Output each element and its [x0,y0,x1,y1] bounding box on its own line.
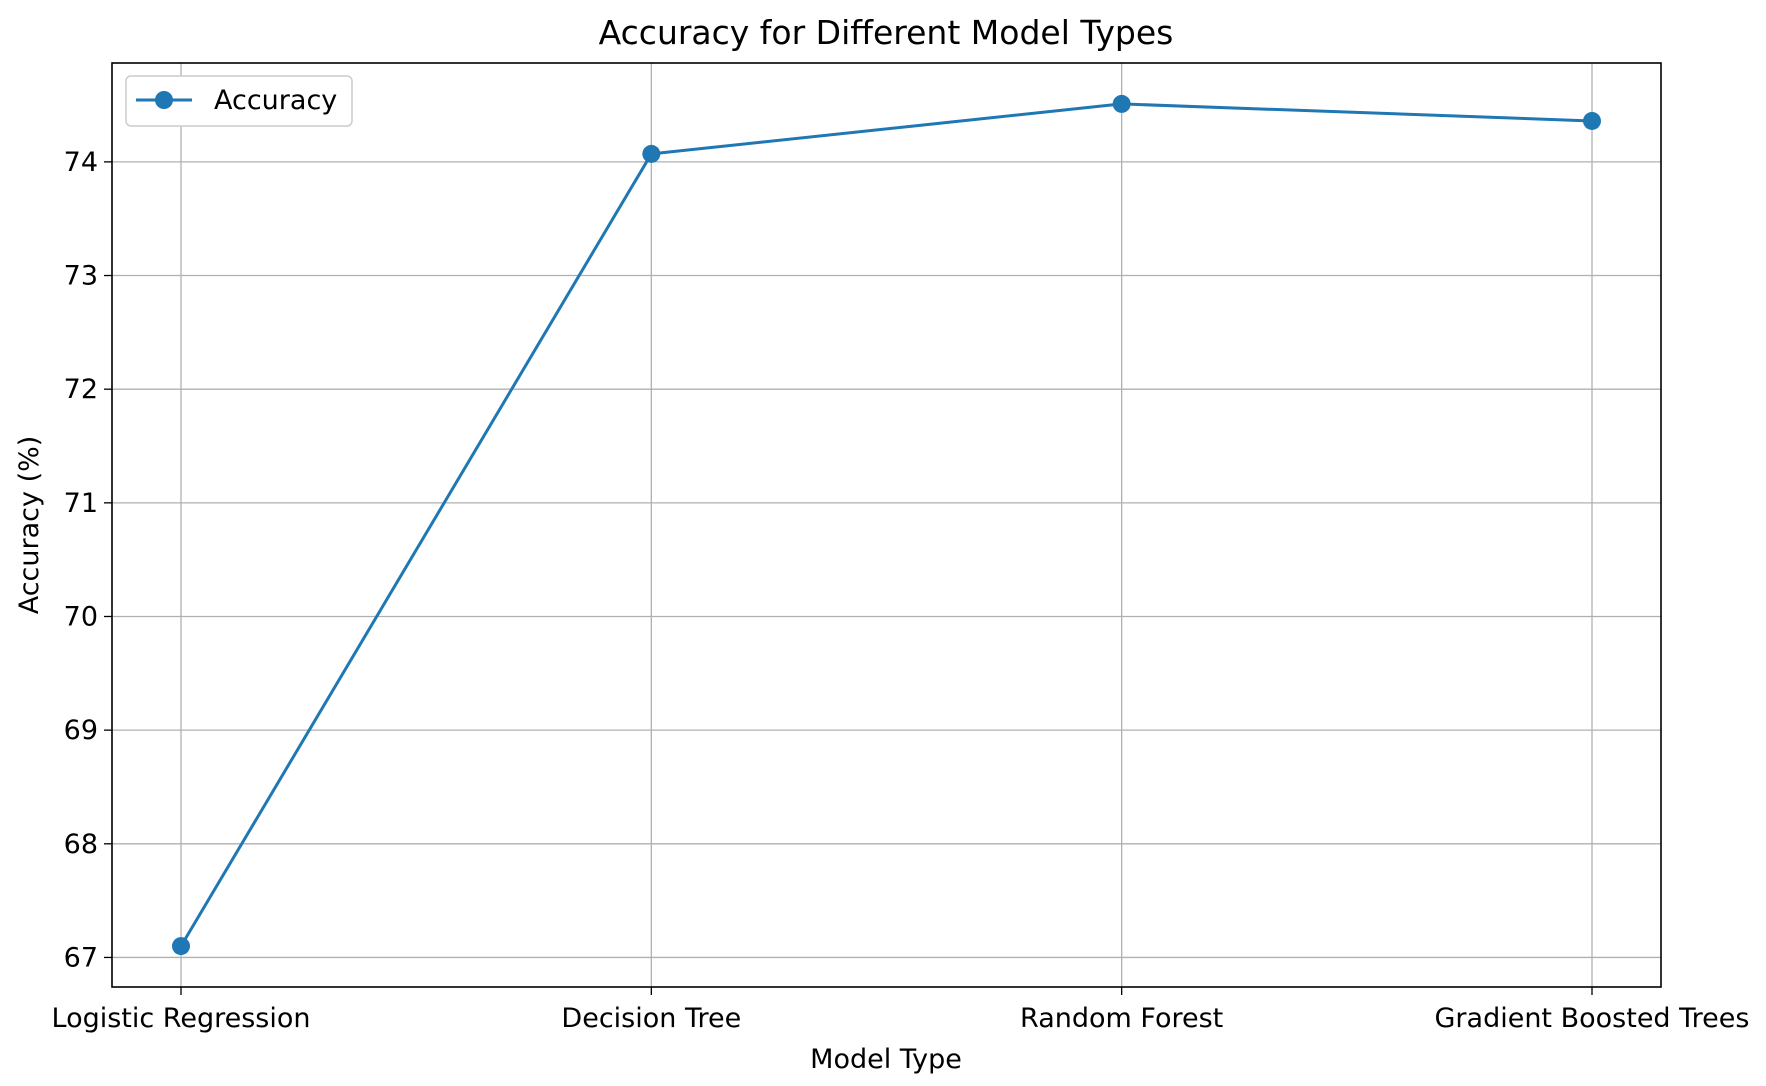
y-tick-label: 73 [64,261,98,292]
data-point-marker [1112,94,1131,113]
x-tick-label: Decision Tree [561,1003,741,1034]
grid-lines [112,63,1661,987]
y-tick-label: 74 [64,147,98,178]
y-tick-label: 69 [64,715,98,746]
legend-box [125,75,353,127]
plot-area [112,63,1661,987]
x-axis-label: Model Type [810,1044,962,1075]
legend-marker-swatch [155,91,173,109]
legend-label-accuracy: Accuracy [214,85,337,116]
x-tick-label: Random Forest [1020,1003,1223,1034]
x-tick-label: Logistic Regression [52,1003,311,1034]
series-group [172,94,1601,956]
x-tick-label: Gradient Boosted Trees [1435,1003,1750,1034]
y-tick-label: 68 [64,829,98,860]
y-tick-label: 70 [64,601,98,632]
chart-title: Accuracy for Different Model Types [599,13,1174,52]
y-tick-label: 67 [64,942,98,973]
y-tick-label: 72 [64,374,98,405]
y-axis-label: Accuracy (%) [14,436,45,615]
data-point-marker [642,144,661,163]
data-point-marker [172,937,190,956]
axis-ticks: Logistic Regression Decision Tree Random F… [52,147,1750,1034]
plot-frame [111,62,1662,988]
y-tick-label: 71 [64,488,98,519]
legend: Accuracy [125,75,353,127]
series-line-accuracy [179,102,1593,947]
data-point-marker [1583,111,1601,130]
